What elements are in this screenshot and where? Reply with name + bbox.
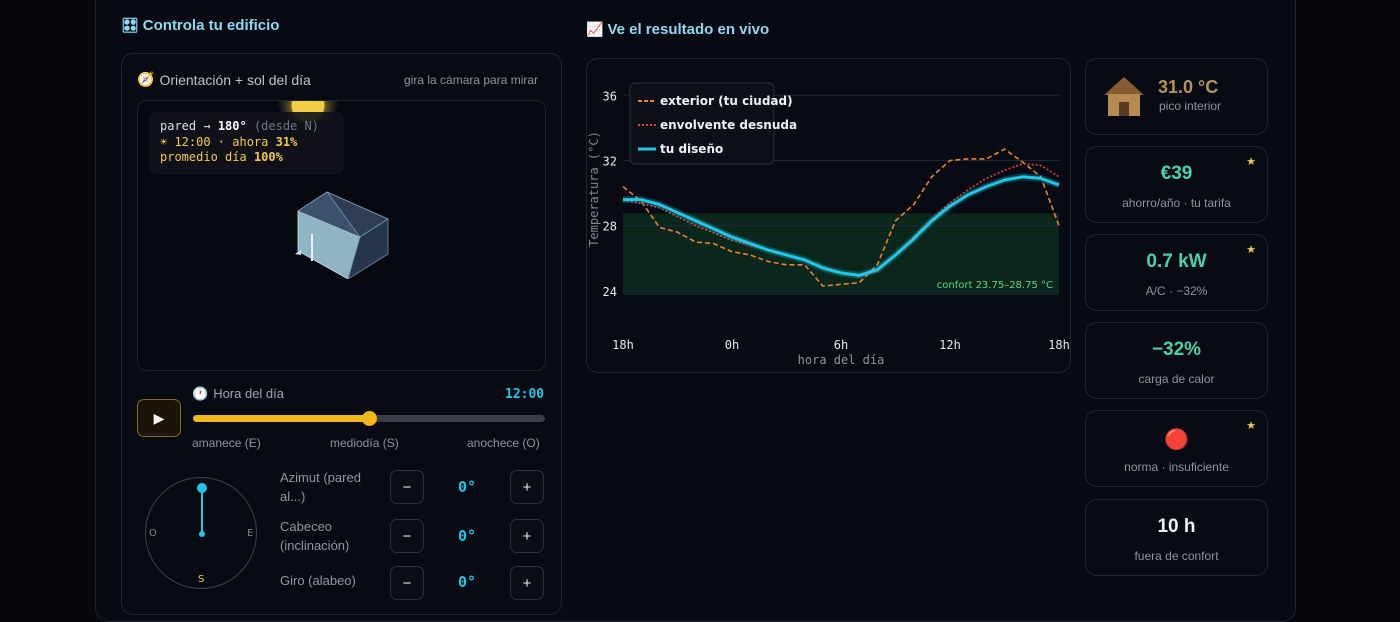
pitch-value: 0° — [457, 527, 477, 545]
control-knobs-icon: 🎛 — [121, 17, 139, 33]
star-icon: ★ — [1246, 420, 1256, 432]
hour-slider-fill — [193, 415, 369, 422]
metric-value: €39 — [1160, 163, 1193, 184]
compass-needle — [201, 487, 203, 534]
y-tick-label: 24 — [603, 285, 617, 299]
hour-slider-thumb[interactable] — [362, 411, 377, 426]
legend-box — [629, 82, 775, 165]
roll-value: 0° — [457, 573, 477, 591]
star-icon: ★ — [1246, 244, 1256, 256]
compass-dial[interactable]: O E S — [145, 477, 257, 589]
house-icon — [1104, 77, 1144, 116]
sunrise-label: amanece (E) — [192, 436, 261, 450]
metric-label: norma · insuficiente — [1124, 460, 1229, 474]
azimuth-increment-button[interactable]: + — [510, 470, 544, 504]
series-line — [623, 175, 1060, 277]
hour-label: 🕐 Hora del día — [192, 386, 285, 401]
metric-label: pico interior — [1159, 99, 1222, 113]
x-axis-label: hora del día — [798, 353, 885, 367]
x-tick-label: 12h — [939, 338, 961, 352]
compass-needle-tip[interactable] — [197, 483, 207, 493]
legend-entry: envolvente desnuda — [660, 118, 797, 132]
temperature-chart: 24 28 32 36 18h 0h 6h 12h 18h hora del día Tempera… — [587, 79, 1070, 367]
clock-icon: 🕐 — [192, 386, 209, 401]
comfort-band — [623, 213, 1059, 295]
metric-value: 10 h — [1157, 516, 1196, 537]
metric-card: 🔴 norma · insuficiente ★ — [1085, 410, 1268, 487]
temperature-chart-card: 24 28 32 36 18h 0h 6h 12h 18h hora del día Tempera… — [586, 58, 1071, 373]
metric-label: ahorro/año · tu tarifa — [1122, 196, 1231, 210]
y-tick-label: 28 — [603, 220, 617, 234]
compass-hub — [199, 531, 205, 537]
orientation-heading: 🧭 Orientación + sol del día — [137, 71, 311, 88]
metric-card: 10 h fuera de confort — [1085, 499, 1268, 576]
x-tick-label: 18h — [612, 338, 634, 352]
metric-card: 31.0 °C pico interior — [1085, 58, 1268, 135]
results-title: 📈 Ve el resultado en vivo — [586, 21, 770, 38]
building-model[interactable] — [292, 189, 392, 279]
x-tick-label: 0h — [725, 338, 739, 352]
legend-entry: tu diseño — [660, 142, 723, 156]
orientation-hint: gira la cámara para mirar — [404, 73, 539, 87]
y-axis-label: Temperatura (°C) — [587, 131, 601, 247]
pitch-label: Cabeceo (inclinación) — [280, 519, 350, 553]
metric-label: fuera de confort — [1134, 549, 1219, 563]
roll-decrement-button[interactable]: − — [390, 566, 424, 600]
metric-label: A/C · −32% — [1145, 284, 1208, 298]
azimuth-label: Azimut (pared al...) — [280, 470, 361, 504]
compass-south-label: S — [198, 574, 205, 585]
compass-west-label: O — [149, 528, 157, 539]
pitch-decrement-button[interactable]: − — [390, 519, 424, 553]
metric-value: 0.7 kW — [1146, 251, 1207, 272]
metric-card: €39 ahorro/año · tu tarifa ★ — [1085, 146, 1268, 223]
metric-card: 0.7 kW A/C · −32% ★ — [1085, 234, 1268, 311]
hour-slider[interactable] — [193, 411, 545, 426]
comfort-band-label: confort 23.75–28.75 °C — [937, 280, 1053, 291]
metric-card: −32% carga de calor — [1085, 322, 1268, 399]
chart-increasing-icon: 📈 — [586, 21, 604, 37]
roll-label: Giro (alabeo) — [280, 573, 356, 588]
red-circle-icon: 🔴 — [1164, 429, 1189, 451]
compass-east-label: E — [247, 528, 254, 539]
legend-entry: exterior (tu ciudad) — [660, 94, 793, 108]
sunset-label: anochece (O) — [467, 436, 540, 450]
noon-label: mediodía (S) — [330, 436, 399, 450]
azimuth-value: 0° — [457, 478, 477, 496]
controls-title: 🎛 Controla tu edificio — [121, 17, 280, 34]
x-tick-label: 18h — [1048, 338, 1070, 352]
play-button[interactable]: ▶ — [137, 399, 181, 437]
metric-value: 31.0 °C — [1158, 77, 1219, 97]
y-tick-label: 36 — [603, 89, 617, 103]
hour-value: 12:00 — [505, 387, 545, 402]
3d-viewport[interactable]: pared → 180° (desde N) ☀ 12:00 · ahora 3… — [137, 100, 546, 371]
pitch-increment-button[interactable]: + — [510, 519, 544, 553]
metric-value: −32% — [1151, 339, 1202, 360]
x-tick-label: 6h — [834, 338, 848, 352]
star-icon: ★ — [1246, 156, 1256, 168]
orientation-readout: pared → 180° (desde N) ☀ 12:00 · ahora 3… — [149, 112, 344, 174]
y-tick-label: 32 — [603, 154, 617, 168]
azimuth-decrement-button[interactable]: − — [390, 470, 424, 504]
metric-label: carga de calor — [1138, 372, 1215, 386]
play-icon: ▶ — [153, 409, 165, 426]
compass-icon: 🧭 — [137, 71, 155, 87]
roll-increment-button[interactable]: + — [510, 566, 544, 600]
